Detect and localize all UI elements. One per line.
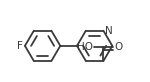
Text: F: F: [17, 41, 23, 51]
Text: N: N: [105, 26, 113, 36]
Text: O: O: [114, 42, 123, 52]
Text: HO: HO: [77, 42, 93, 52]
